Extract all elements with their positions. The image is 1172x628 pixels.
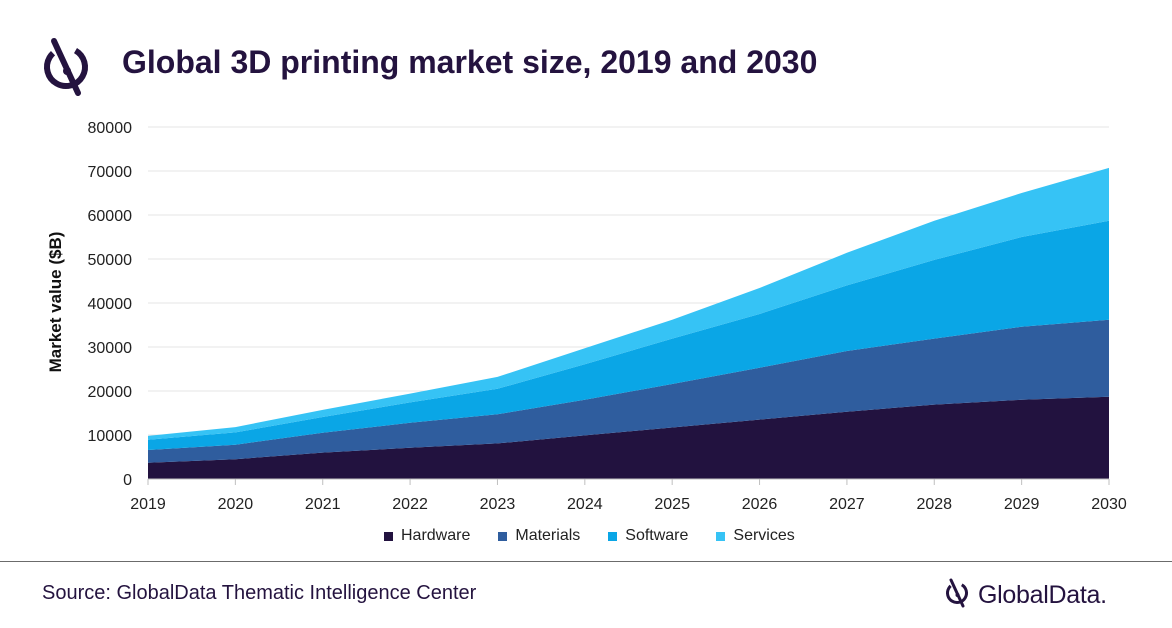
- globaldata-mark-icon: [40, 35, 96, 99]
- x-tick-label: 2023: [480, 496, 516, 513]
- footer-divider: [0, 561, 1172, 562]
- y-tick-label: 20000: [88, 384, 133, 401]
- legend-swatch: [608, 531, 618, 541]
- area-chart: 0 10000 20000 30000 40000 50000 60000 70000 8000…: [46, 120, 1127, 513]
- y-tick-label: 80000: [88, 120, 133, 137]
- axes: [147, 478, 1110, 485]
- legend-swatch: [384, 531, 393, 541]
- x-tick-label: 2019: [130, 496, 166, 513]
- legend-label: Services: [733, 527, 795, 544]
- x-tick-labels: 2019 2020 2021 2022 2023 2024 2025 2026 2027 2028…: [130, 496, 1127, 513]
- area-materials: [148, 319, 1109, 463]
- x-tick-label: 2028: [916, 496, 952, 513]
- chart-legend: Hardware Materials Software Services: [384, 527, 795, 545]
- globaldata-mark-icon: [944, 576, 972, 615]
- y-tick-label: 10000: [88, 428, 133, 445]
- y-tick-label: 50000: [88, 252, 133, 269]
- y-tick-label: 70000: [88, 164, 133, 181]
- page-title: Global 3D printing market size, 2019 and…: [122, 44, 818, 80]
- brand-name: GlobalData.: [978, 581, 1107, 609]
- source-note: Source: GlobalData Thematic Intelligence…: [42, 582, 477, 604]
- x-tick-label: 2025: [654, 496, 690, 513]
- x-tick-label: 2029: [1004, 496, 1040, 513]
- legend-item-services: Services: [716, 527, 795, 545]
- legend-swatch: [716, 531, 726, 541]
- x-tick-label: 2022: [392, 496, 428, 513]
- area-software: [148, 220, 1109, 450]
- legend-label: Materials: [515, 527, 581, 544]
- y-axis-label: Market value ($B): [46, 232, 65, 373]
- x-tick-label: 2030: [1091, 496, 1127, 513]
- y-tick-label: 0: [123, 472, 132, 489]
- legend-item-hardware: Hardware: [384, 527, 470, 545]
- y-tick-label: 30000: [88, 340, 133, 357]
- brand-logo: GlobalData.: [944, 576, 1107, 615]
- legend-label: Hardware: [401, 527, 471, 544]
- legend-label: Software: [625, 527, 689, 544]
- x-tick-label: 2024: [567, 496, 603, 513]
- x-tick-label: 2020: [218, 496, 254, 513]
- x-tick-label: 2021: [305, 496, 341, 513]
- legend-swatch: [498, 531, 508, 541]
- area-hardware: [148, 396, 1109, 479]
- x-tick-label: 2027: [829, 496, 865, 513]
- legend-item-software: Software: [608, 527, 688, 545]
- x-tick-label: 2026: [742, 496, 778, 513]
- legend-item-materials: Materials: [498, 527, 580, 545]
- area-series: [148, 167, 1109, 479]
- y-tick-label: 60000: [88, 208, 133, 225]
- y-tick-label: 40000: [88, 296, 133, 313]
- y-tick-labels: 0 10000 20000 30000 40000 50000 60000 70000 8000…: [88, 120, 133, 489]
